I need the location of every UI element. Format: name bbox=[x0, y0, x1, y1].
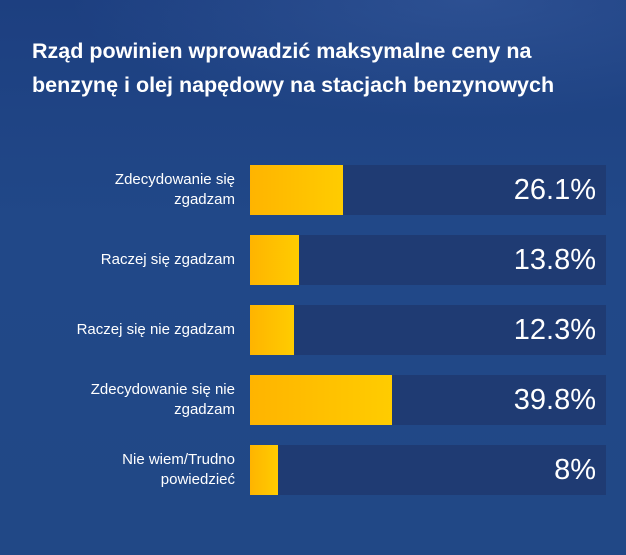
bar-value: 8% bbox=[554, 454, 596, 486]
bar-track: 8% bbox=[250, 445, 606, 495]
bar-value: 26.1% bbox=[513, 174, 596, 206]
bar-row: Zdecydowanie się zgadzam 26.1% bbox=[0, 165, 626, 215]
bar-label-text: Raczej się nie zgadzam bbox=[76, 321, 235, 338]
bar-track: 12.3% bbox=[250, 305, 606, 355]
bar-label-text: Nie wiem/Trudno powiedzieć bbox=[122, 451, 235, 488]
bar-row: Nie wiem/Trudno powiedzieć 8% bbox=[0, 445, 626, 495]
bar-label: Zdecydowanie się zgadzam bbox=[15, 165, 235, 215]
bar-fill bbox=[250, 445, 279, 495]
bar-track: 13.8% bbox=[250, 235, 606, 285]
bar-fill bbox=[250, 375, 392, 425]
bar-label: Raczej się zgadzam bbox=[15, 235, 235, 285]
bar-fill bbox=[250, 305, 294, 355]
bar-label: Zdecydowanie się nie zgadzam bbox=[15, 375, 235, 425]
bar-label-text: Zdecydowanie się nie zgadzam bbox=[90, 381, 235, 418]
bar-row: Raczej się zgadzam 13.8% bbox=[0, 235, 626, 285]
bar-label-text: Zdecydowanie się zgadzam bbox=[114, 171, 235, 208]
bar-label: Raczej się nie zgadzam bbox=[15, 305, 235, 355]
bar-value: 39.8% bbox=[513, 384, 596, 416]
bar-fill bbox=[250, 235, 300, 285]
bar-fill bbox=[250, 165, 343, 215]
bar-label-text: Raczej się zgadzam bbox=[100, 251, 235, 268]
bar-row: Zdecydowanie się nie zgadzam 39.8% bbox=[0, 375, 626, 425]
bar-track: 39.8% bbox=[250, 375, 606, 425]
bar-row: Raczej się nie zgadzam 12.3% bbox=[0, 305, 626, 355]
chart-title: Rząd powinien wprowadzić maksymalne ceny… bbox=[32, 39, 555, 97]
bar-value: 13.8% bbox=[513, 244, 596, 276]
bar-track: 26.1% bbox=[250, 165, 606, 215]
bar-label: Nie wiem/Trudno powiedzieć bbox=[15, 445, 235, 495]
bar-value: 12.3% bbox=[513, 314, 596, 346]
